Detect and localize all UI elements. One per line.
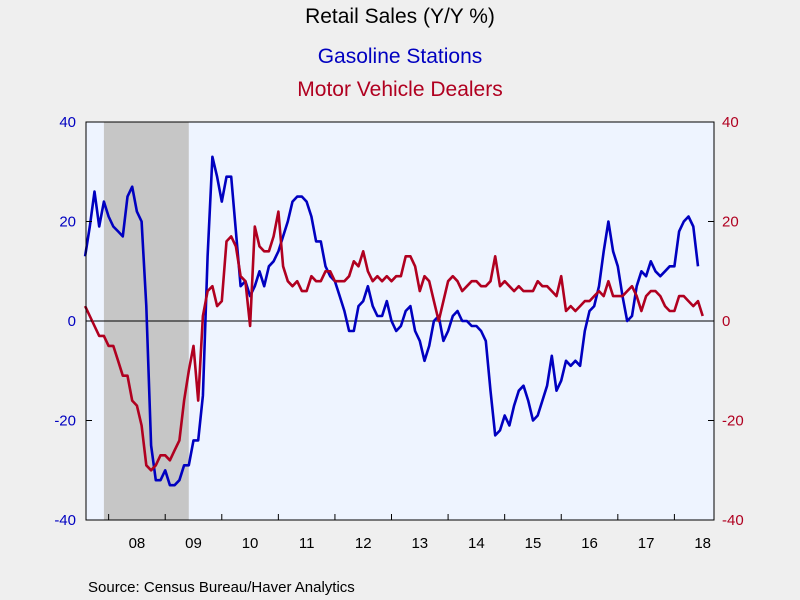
motor-vehicle-dealers-line <box>83 210 704 472</box>
x-axis-tick-label: 14 <box>468 535 485 552</box>
right-axis-tick-label: 0 <box>722 313 730 330</box>
x-axis-tick-label: 13 <box>411 535 428 552</box>
legend-gasoline-stations: Gasoline Stations <box>318 45 483 68</box>
x-axis-tick-label: 16 <box>581 535 598 552</box>
x-axis-tick-label: 11 <box>299 535 315 552</box>
left-axis-tick-label: -20 <box>54 413 76 430</box>
chart-title: Retail Sales (Y/Y %) <box>305 5 495 28</box>
x-axis-tick-label: 10 <box>242 535 259 552</box>
left-axis-tick-label: -40 <box>54 512 76 529</box>
left-axis-tick-label: 0 <box>68 313 76 330</box>
x-axis-tick-label: 09 <box>185 535 202 552</box>
x-axis-tick-label: 08 <box>129 535 146 552</box>
x-axis-tick-label: 15 <box>525 535 542 552</box>
x-axis-tick-label: 18 <box>694 535 711 552</box>
right-axis-tick-label: -20 <box>722 413 744 430</box>
left-axis-tick-label: 20 <box>59 214 76 231</box>
x-axis-tick-label: 12 <box>355 535 372 552</box>
right-axis-tick-label: -40 <box>722 512 744 529</box>
x-axis-tick-label: 17 <box>638 535 655 552</box>
gasoline-stations-line <box>83 155 700 487</box>
source-note: Source: Census Bureau/Haver Analytics <box>88 579 355 596</box>
plot-area: -40 -20 0 20 40 -40 -20 0 20 40 08 09 10 11 12 13 14 15 16… <box>54 114 743 552</box>
right-axis-tick-label: 40 <box>722 114 739 131</box>
legend-motor-vehicle-dealers: Motor Vehicle Dealers <box>297 78 502 101</box>
left-axis-tick-label: 40 <box>59 114 76 131</box>
right-axis-tick-label: 20 <box>722 214 739 231</box>
